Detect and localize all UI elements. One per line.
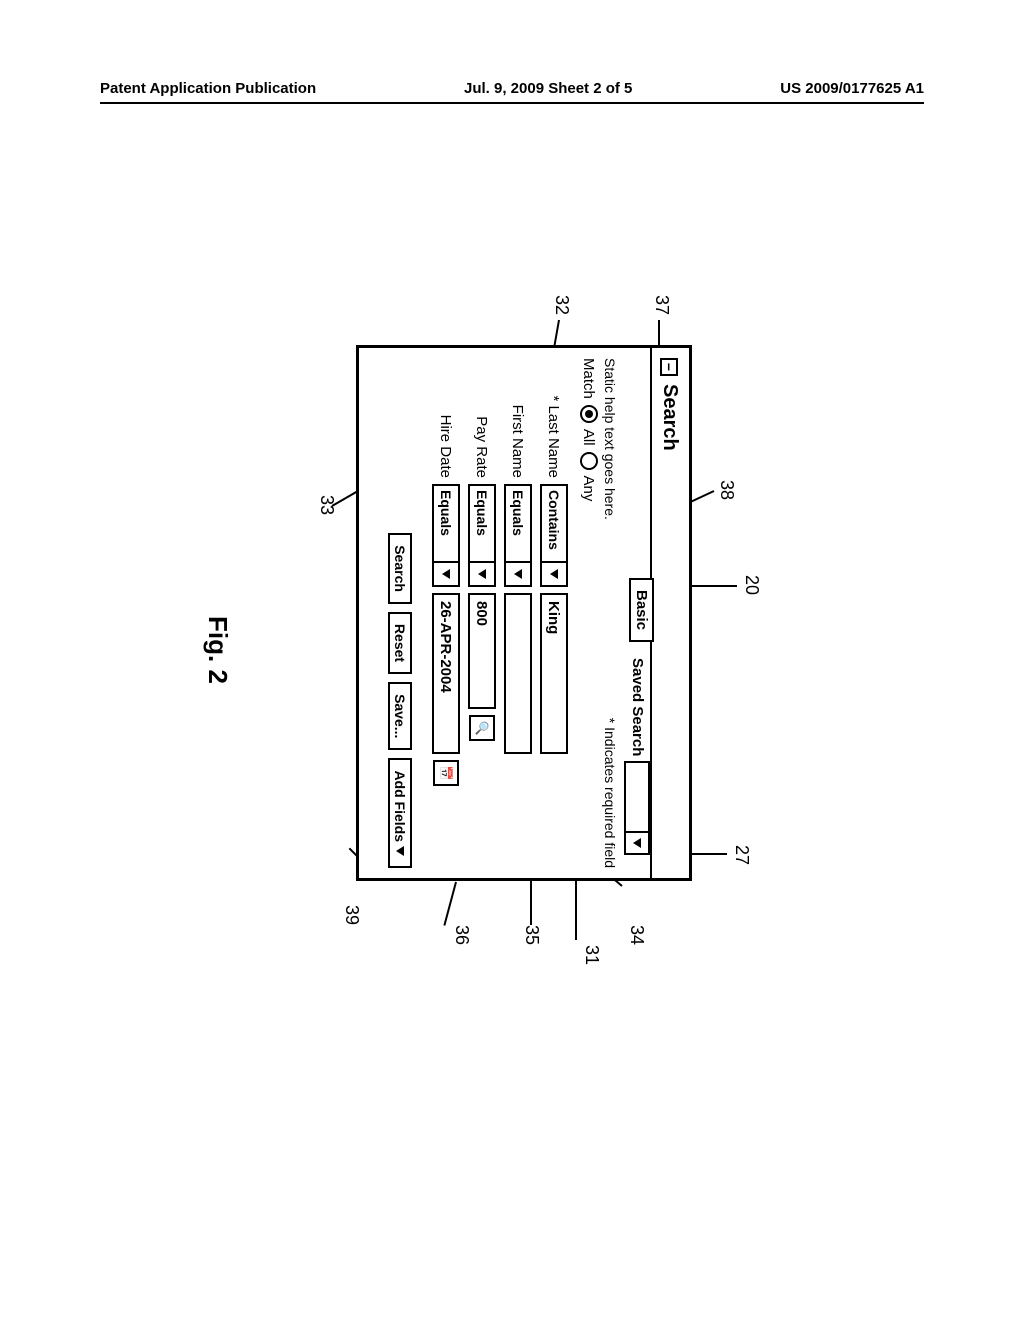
figure-caption: Fig. 2: [202, 616, 233, 684]
operator-text: Equals: [510, 490, 526, 536]
add-fields-button[interactable]: Add Fields: [388, 758, 412, 868]
leader-31: [575, 880, 577, 940]
header-center: Jul. 9, 2009 Sheet 2 of 5: [464, 80, 632, 97]
last-name-label: * Last Name: [546, 358, 563, 478]
operator-text: Contains: [546, 490, 562, 550]
callout-37: 37: [651, 295, 672, 315]
add-fields-label: Add Fields: [392, 770, 408, 842]
fields-region: * Last Name Contains King First Name Equ…: [418, 348, 574, 878]
search-panel: − Search Basic Saved Search Static help …: [356, 345, 692, 881]
callout-35: 35: [521, 925, 542, 945]
field-first-name: First Name Equals: [504, 358, 532, 868]
match-row: Match All Any: [574, 348, 600, 878]
panel-title-row: − Search: [654, 348, 689, 878]
button-row: Search Reset Save... Add Fields: [382, 348, 418, 878]
required-hint: * Indicates required field: [602, 718, 618, 868]
chevron-down-icon: [468, 561, 496, 587]
operator-text: Equals: [474, 490, 490, 536]
reset-button[interactable]: Reset: [388, 612, 412, 674]
chevron-down-icon: [504, 561, 532, 587]
pay-rate-operator[interactable]: Equals: [468, 484, 496, 587]
chevron-down-icon: [540, 561, 568, 587]
radio-any[interactable]: [580, 452, 598, 470]
basic-button[interactable]: Basic: [629, 578, 654, 642]
hire-date-operator[interactable]: Equals: [432, 484, 460, 587]
help-text: Static help text goes here.: [602, 358, 618, 520]
save-button[interactable]: Save...: [388, 682, 412, 750]
callout-39: 39: [341, 905, 362, 925]
figure-wrapper: 20 27 38 37 34 31 35 32 36 33 39 − Searc…: [100, 200, 924, 1100]
match-all-label: All: [581, 429, 598, 446]
panel-title: Search: [658, 384, 681, 451]
callout-20: 20: [741, 575, 762, 595]
radio-all[interactable]: [580, 405, 598, 423]
first-name-operator[interactable]: Equals: [504, 484, 532, 587]
saved-search-select[interactable]: [624, 761, 650, 855]
match-label: Match: [581, 358, 598, 399]
first-name-input[interactable]: [504, 593, 532, 754]
match-any-label: Any: [581, 476, 598, 502]
saved-search-label: Saved Search: [629, 658, 646, 756]
chevron-down-icon: [432, 561, 460, 587]
rotated-stage: 20 27 38 37 34 31 35 32 36 33 39 − Searc…: [232, 285, 792, 1015]
hire-date-label: Hire Date: [438, 358, 455, 478]
page-header: Patent Application Publication Jul. 9, 2…: [100, 80, 924, 104]
chevron-down-icon: [396, 846, 404, 856]
first-name-label: First Name: [510, 358, 527, 478]
last-name-input[interactable]: King: [540, 593, 568, 754]
operator-text: Equals: [438, 490, 454, 536]
field-last-name: * Last Name Contains King: [540, 358, 568, 868]
pay-rate-input[interactable]: 800: [468, 593, 496, 709]
leader-35: [530, 880, 532, 925]
last-name-operator[interactable]: Contains: [540, 484, 568, 587]
pay-rate-label: Pay Rate: [474, 358, 491, 478]
chevron-down-icon: [626, 831, 648, 853]
hire-date-input[interactable]: 26-APR-2004: [432, 593, 460, 754]
callout-32: 32: [551, 295, 572, 315]
header-left: Patent Application Publication: [100, 80, 316, 97]
field-hire-date: Hire Date Equals 26-APR-2004 📅: [432, 358, 460, 868]
callout-31: 31: [581, 945, 602, 965]
header-right: US 2009/0177625 A1: [780, 80, 924, 97]
search-button[interactable]: Search: [388, 533, 412, 604]
field-pay-rate: Pay Rate Equals 800 🔍: [468, 358, 496, 868]
callout-36: 36: [451, 925, 472, 945]
collapse-icon[interactable]: −: [661, 358, 679, 376]
saved-search-group: Saved Search: [624, 658, 650, 855]
callout-27: 27: [731, 845, 752, 865]
callout-34: 34: [626, 925, 647, 945]
leader-36: [443, 882, 457, 926]
callout-38: 38: [716, 480, 737, 500]
calendar-icon[interactable]: 📅: [433, 760, 459, 786]
search-icon[interactable]: 🔍: [469, 715, 495, 741]
